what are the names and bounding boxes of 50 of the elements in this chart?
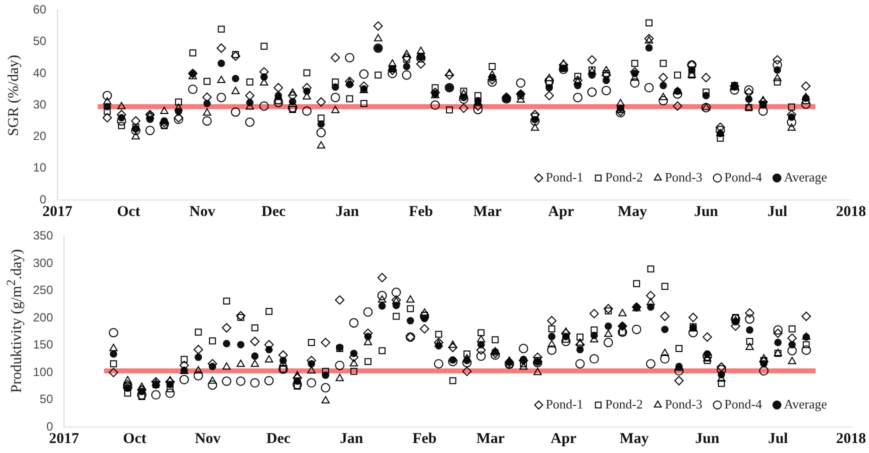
x-tick-label: Jan bbox=[340, 430, 364, 447]
y-tick-label: 100 bbox=[32, 364, 54, 379]
y-tick-label: 50 bbox=[40, 392, 54, 406]
x-tick-label: Jun bbox=[695, 430, 720, 447]
x-tick-label: Mar bbox=[473, 204, 502, 220]
x-tick-label: Apr bbox=[548, 204, 574, 220]
y-tick-label: 60 bbox=[32, 2, 47, 17]
x-tick-label: Dec bbox=[266, 430, 291, 447]
x-tick-label: Mar bbox=[476, 430, 505, 447]
x-tick-label: 2018 bbox=[836, 430, 866, 447]
x-tick-label: 2018 bbox=[836, 204, 866, 220]
x-tick-label: Nov bbox=[194, 430, 222, 447]
y-tick-label: 200 bbox=[32, 310, 54, 324]
y-tick-label: 30 bbox=[32, 97, 47, 112]
legend-label: Pond-4 bbox=[724, 396, 762, 412]
x-tick-label: Jun bbox=[694, 204, 719, 220]
legend-label: Pond-1 bbox=[546, 396, 584, 412]
legend-label: Pond-4 bbox=[724, 169, 762, 184]
x-tick-label: Feb bbox=[412, 430, 437, 447]
x-tick-label: Jul bbox=[767, 204, 788, 220]
y-tick-label: 150 bbox=[32, 338, 54, 352]
y-tick-label: 0 bbox=[40, 192, 47, 206]
x-tick-label: Nov bbox=[189, 204, 216, 220]
x-tick-label: May bbox=[620, 430, 650, 447]
legend-label: Pond-1 bbox=[546, 169, 584, 184]
legend-label: Pond-3 bbox=[664, 169, 702, 184]
x-tick-label: Jan bbox=[336, 204, 360, 220]
x-tick-label: May bbox=[618, 204, 648, 220]
y-tick-label: 250 bbox=[32, 283, 54, 298]
legend-label: Pond-2 bbox=[605, 396, 643, 412]
y-tick-label: 300 bbox=[32, 256, 54, 270]
legend-label: Pond-3 bbox=[664, 396, 702, 412]
legend-label: Average bbox=[784, 396, 828, 412]
x-tick-label: 2017 bbox=[49, 430, 80, 447]
x-tick-label: Apr bbox=[550, 430, 577, 447]
x-tick-label: Oct bbox=[123, 430, 146, 447]
x-tick-label: 2017 bbox=[42, 204, 73, 220]
y-tick-label: 40 bbox=[32, 66, 47, 80]
y-tick-label: 350 bbox=[32, 228, 54, 243]
y-tick-label: 0 bbox=[46, 419, 54, 434]
x-tick-label: Oct bbox=[116, 204, 140, 220]
x-tick-label: Jul bbox=[768, 430, 788, 447]
y-axis-title: SGR (%/day) bbox=[6, 54, 24, 136]
legend-label: Pond-2 bbox=[605, 169, 643, 184]
y-tick-label: 20 bbox=[32, 129, 47, 144]
y-tick-label: 10 bbox=[32, 160, 47, 175]
y-tick-label: 50 bbox=[32, 34, 47, 48]
legend-label: Average bbox=[784, 169, 828, 184]
x-tick-label: Dec bbox=[262, 204, 286, 220]
x-tick-label: Feb bbox=[408, 204, 433, 220]
